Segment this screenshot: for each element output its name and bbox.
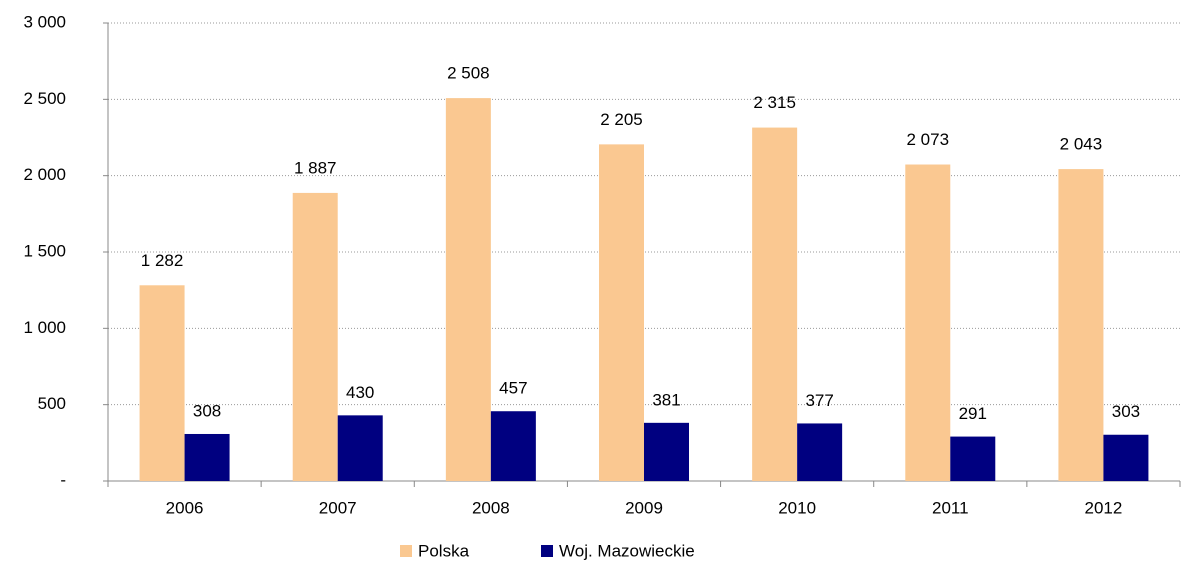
data-label: 430 — [346, 383, 374, 402]
x-tick-label: 2008 — [472, 498, 510, 517]
data-label: 1 282 — [141, 251, 184, 270]
y-tick-label: 2 500 — [23, 89, 66, 108]
legend-swatch — [541, 545, 553, 557]
y-tick-label: 2 000 — [23, 165, 66, 184]
data-label: 291 — [959, 404, 987, 423]
x-tick-label: 2010 — [778, 498, 816, 517]
x-tick-label: 2011 — [932, 498, 969, 517]
data-label: 1 887 — [294, 158, 337, 177]
y-tick-label: 1 500 — [23, 241, 66, 260]
bar — [490, 411, 536, 481]
x-tick-label: 2012 — [1085, 498, 1123, 517]
data-label: 2 073 — [907, 130, 950, 149]
bar — [337, 415, 383, 481]
y-tick-label: 3 000 — [23, 12, 66, 31]
x-tick-label: 2009 — [625, 498, 663, 517]
bar — [445, 98, 491, 481]
legend-label: Polska — [418, 541, 470, 560]
bar — [950, 436, 996, 481]
bar — [184, 433, 230, 481]
y-tick-label: - — [60, 470, 66, 489]
y-tick-label: 1 000 — [23, 318, 66, 337]
y-tick-label: 500 — [38, 394, 66, 413]
bar — [1058, 169, 1104, 482]
bar — [139, 285, 185, 481]
bar — [599, 144, 644, 481]
bar — [752, 127, 798, 482]
data-label: 2 315 — [753, 93, 796, 112]
x-tick-label: 2007 — [319, 498, 357, 517]
bar — [797, 423, 843, 481]
data-label: 303 — [1112, 402, 1140, 421]
data-label: 457 — [499, 379, 527, 398]
x-tick-label: 2006 — [166, 498, 204, 517]
bar — [1103, 434, 1149, 481]
data-label: 2 205 — [600, 110, 643, 129]
legend-swatch — [400, 545, 412, 557]
data-label: 377 — [805, 391, 833, 410]
data-label: 2 508 — [447, 64, 490, 83]
bar — [292, 192, 338, 481]
data-label: 381 — [652, 390, 680, 409]
bar — [644, 422, 689, 481]
legend-label: Woj. Mazowieckie — [559, 541, 695, 560]
data-label: 2 043 — [1060, 135, 1103, 154]
data-label: 308 — [193, 401, 221, 420]
bar — [905, 164, 951, 481]
